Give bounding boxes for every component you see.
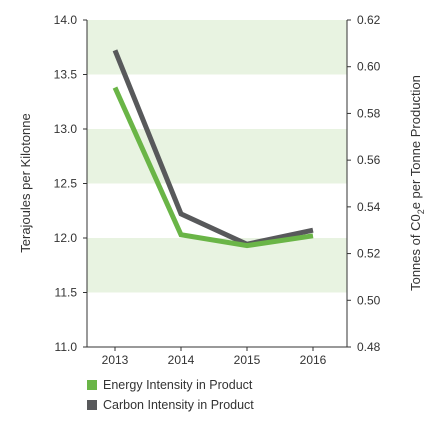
left-tick-label: 11.5	[55, 286, 78, 300]
left-tick-label: 11.0	[55, 340, 78, 354]
legend-swatch-carbon	[87, 400, 97, 410]
right-axis-title: Tonnes of C02e per Tonne Production	[408, 75, 426, 291]
right-tick-label: 0.50	[357, 293, 381, 307]
right-tick-label: 0.54	[357, 200, 381, 214]
carbon-intensity-line	[112, 49, 314, 247]
legend-label-carbon: Carbon Intensity in Product	[103, 398, 254, 412]
background-bands	[87, 20, 347, 293]
x-tick-label: 2016	[300, 353, 327, 367]
x-axis-ticks: 2013 2014 2015 2016	[102, 347, 327, 367]
right-tick-label: 0.58	[357, 106, 381, 120]
right-tick-label: 0.62	[357, 13, 381, 27]
energy-intensity-line	[112, 86, 314, 249]
x-tick-label: 2014	[168, 353, 195, 367]
left-tick-label: 13.0	[54, 122, 78, 136]
right-tick-label: 0.48	[357, 340, 381, 354]
left-tick-label: 13.5	[54, 68, 78, 82]
x-tick-label: 2013	[102, 353, 129, 367]
legend-label-energy: Energy Intensity in Product	[103, 378, 253, 392]
left-tick-label: 12.0	[54, 231, 78, 245]
right-tick-label: 0.60	[357, 60, 381, 74]
band-2	[87, 238, 347, 293]
left-axis-ticks: 11.0 11.5 12.0 12.5 13.0 13.5 14.0	[54, 13, 87, 354]
legend: Energy Intensity in Product Carbon Inten…	[87, 378, 254, 412]
series-lines	[112, 49, 314, 249]
band-1	[87, 129, 347, 184]
left-tick-label: 14.0	[54, 13, 78, 27]
legend-swatch-energy	[87, 380, 97, 390]
left-tick-label: 12.5	[54, 177, 78, 191]
left-axis-title: Terajoules per Kilotonne	[18, 113, 33, 252]
right-tick-label: 0.56	[357, 153, 381, 167]
right-tick-label: 0.52	[357, 247, 381, 261]
band-0	[87, 20, 347, 75]
x-tick-label: 2015	[234, 353, 261, 367]
right-axis-ticks: 0.48 0.50 0.52 0.54 0.56 0.58 0.60 0.62	[347, 13, 381, 354]
